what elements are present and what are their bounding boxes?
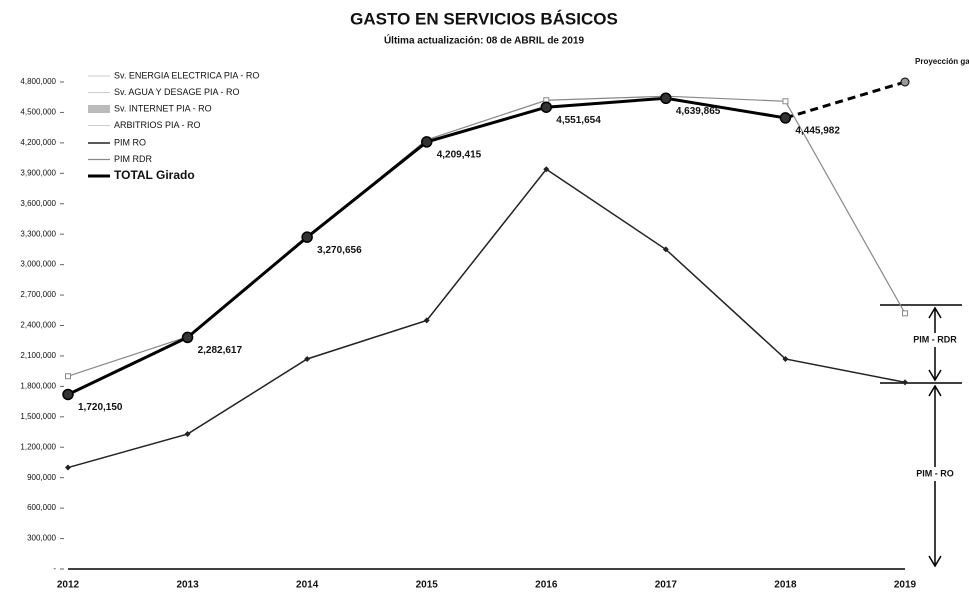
legend-label: Sv. ENERGIA ELECTRICA PIA - RO [114, 70, 259, 80]
data-label: 2,282,617 [198, 345, 243, 356]
y-tick-label: 4,500,000 [20, 108, 56, 117]
y-tick-label: 2,400,000 [20, 321, 56, 330]
data-point [660, 92, 672, 104]
data-point [181, 331, 194, 344]
data-point [782, 98, 789, 105]
data-label: 4,551,654 [556, 115, 601, 126]
data-point [782, 355, 789, 362]
legend-label: PIM RDR [114, 154, 153, 164]
y-tick-label: 4,800,000 [20, 77, 56, 86]
legend-label: ARBITRIOS PIA - RO [114, 120, 201, 130]
annotation: PIM - RO [916, 468, 954, 478]
legend-label: TOTAL Girado [114, 168, 195, 182]
y-tick-label: 3,000,000 [20, 260, 56, 269]
data-point [662, 246, 669, 253]
data-point [779, 112, 792, 124]
data-point [543, 166, 550, 173]
x-tick-label: 2012 [57, 580, 80, 591]
data-point [423, 317, 430, 324]
projection-label: Proyección gasto 2019 [915, 57, 969, 66]
y-tick-label: 300,000 [27, 534, 56, 543]
y-tick-label: 3,900,000 [20, 168, 56, 177]
series-line [67, 168, 906, 469]
y-tick-label: 900,000 [27, 473, 56, 482]
projection-line [784, 80, 906, 120]
data-point [902, 379, 908, 386]
y-tick-label: 4,200,000 [20, 138, 56, 147]
projection-point [900, 77, 910, 87]
y-tick-label: 2,100,000 [20, 351, 56, 360]
chart-subtitle: Última actualización: 08 de ABRIL de 201… [384, 34, 585, 47]
data-point [301, 231, 313, 243]
data-point [902, 310, 908, 317]
y-tick-label: 600,000 [27, 503, 56, 512]
chart-title: GASTO EN SERVICIOS BÁSICOS [350, 9, 618, 28]
legend-label: Sv. INTERNET PIA - RO [114, 103, 212, 113]
x-tick-label: 2018 [774, 580, 797, 591]
annotation-bg [917, 333, 955, 347]
x-tick-label: 2014 [296, 580, 319, 591]
y-tick-label: 1,200,000 [20, 442, 56, 451]
data-label: 4,445,982 [795, 126, 840, 137]
y-tick-label: 2,700,000 [20, 290, 56, 299]
data-point [420, 136, 433, 148]
data-point [540, 101, 553, 113]
annotation: PIM - RDR [913, 334, 957, 344]
data-label: 4,209,415 [437, 150, 482, 161]
legend-swatch [88, 105, 110, 113]
y-tick-label: - [53, 564, 56, 573]
data-point [304, 355, 311, 362]
data-point [184, 431, 191, 438]
y-tick-label: 3,300,000 [20, 229, 56, 238]
legend-label: Sv. AGUA Y DESAGE PIA - RO [114, 87, 240, 97]
annotation-bg [917, 467, 955, 481]
data-label: 4,639,865 [676, 106, 721, 117]
x-tick-label: 2019 [894, 580, 917, 591]
legend-label: PIM RO [114, 137, 146, 147]
data-point [62, 388, 74, 401]
data-point [65, 464, 71, 471]
x-tick-label: 2015 [416, 580, 439, 591]
x-tick-label: 2016 [535, 580, 558, 591]
data-label: 1,720,150 [78, 402, 123, 413]
x-tick-label: 2013 [176, 580, 199, 591]
y-tick-label: 1,800,000 [20, 381, 56, 390]
data-label: 3,270,656 [317, 245, 362, 256]
y-tick-label: 1,500,000 [20, 412, 56, 421]
data-point [65, 373, 71, 380]
x-tick-label: 2017 [655, 580, 678, 591]
y-tick-label: 3,600,000 [20, 199, 56, 208]
